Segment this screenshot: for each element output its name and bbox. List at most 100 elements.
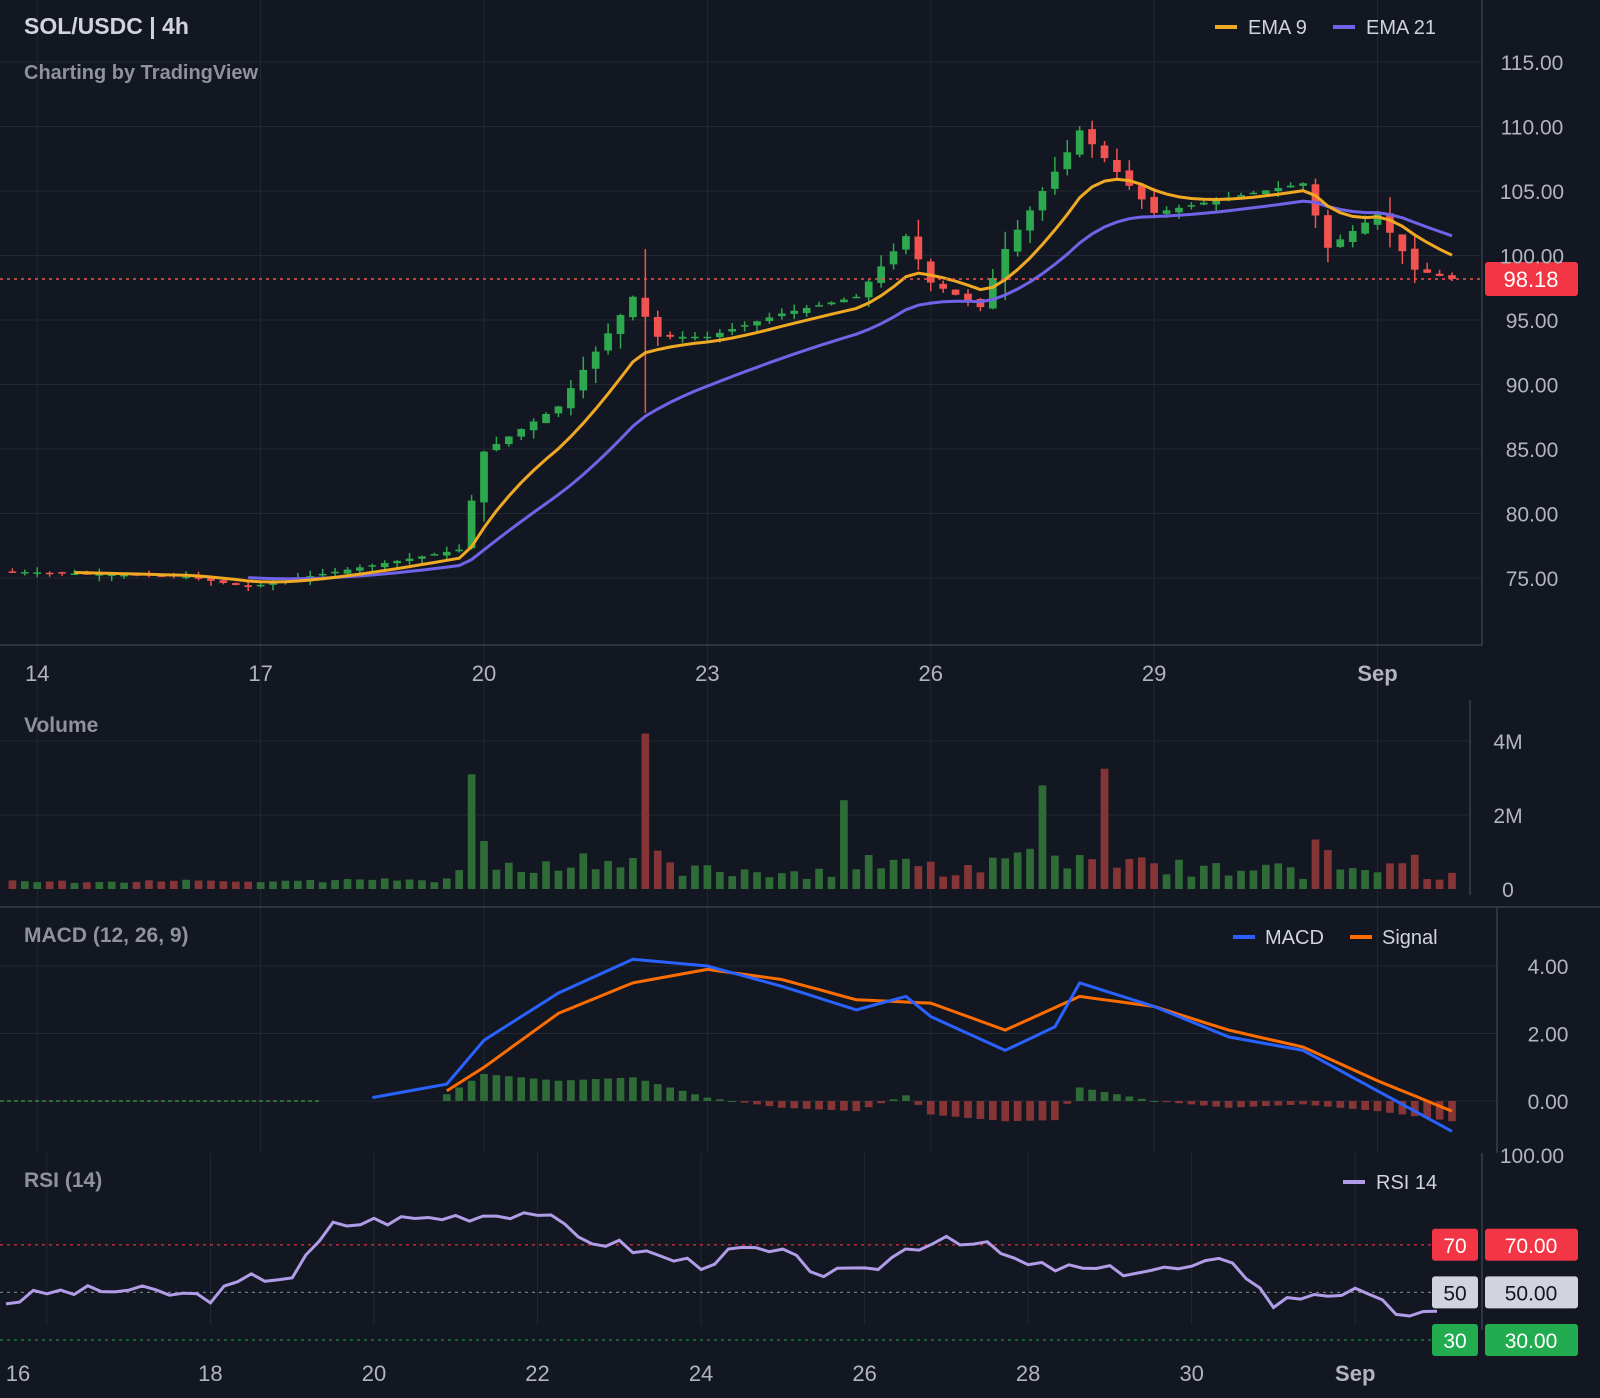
volume-bar: [579, 853, 588, 889]
candle-body: [256, 584, 265, 587]
up-candle: [20, 569, 29, 576]
time-axis-tick: 26: [919, 661, 943, 686]
candle-body: [629, 296, 637, 318]
candle-body: [45, 572, 54, 575]
price-axis-tick: 110.00: [1501, 117, 1564, 140]
volume-bar: [194, 880, 203, 889]
volume-bar: [1088, 859, 1096, 889]
macd-histogram-bar: [604, 1078, 612, 1101]
down-candle: [1100, 140, 1109, 163]
up-candle: [70, 569, 79, 576]
macd-histogram-bar: [1448, 1101, 1456, 1122]
time-axis-tick: 29: [1142, 661, 1166, 686]
macd-histogram-bar: [1299, 1101, 1307, 1105]
volume-bar: [542, 861, 550, 889]
up-candle: [1026, 206, 1034, 244]
macd-histogram-bar: [1075, 1087, 1084, 1101]
down-candle: [914, 219, 923, 271]
volume-bar: [753, 872, 761, 889]
ema-21-legend-label: EMA 21: [1366, 17, 1436, 39]
candle-body: [554, 406, 563, 414]
volume-bar: [504, 862, 513, 889]
candle-body: [58, 572, 66, 574]
volume-bar: [715, 871, 724, 889]
candle-body: [790, 310, 799, 314]
up-candle: [877, 255, 885, 288]
up-candle: [542, 412, 550, 424]
volume-bar: [641, 733, 650, 889]
volume-bar: [604, 860, 612, 889]
macd-histogram-bar: [1100, 1092, 1109, 1101]
macd-histogram-bar: [988, 1101, 997, 1121]
volume-bar: [1075, 855, 1084, 889]
up-candle: [430, 552, 439, 556]
candle-body: [1038, 191, 1047, 211]
candle-body: [1075, 130, 1084, 155]
macd-histogram-bar: [591, 1079, 600, 1101]
volume-bar: [58, 880, 66, 889]
rsi-level-label-bg: [1432, 1276, 1478, 1309]
volume-bar: [939, 876, 948, 889]
candle-body: [567, 388, 575, 409]
volume-bar: [418, 880, 426, 889]
macd-histogram-bar: [1150, 1101, 1159, 1102]
candle-body: [591, 351, 600, 369]
candle-body: [1274, 187, 1283, 192]
up-candle: [455, 544, 464, 553]
candle-body: [889, 251, 898, 265]
down-candle: [8, 568, 17, 573]
candle-body: [951, 289, 960, 295]
volume-bar: [480, 840, 488, 889]
macd-histogram-bar: [1212, 1101, 1221, 1107]
candle-body: [877, 266, 885, 283]
candle-body: [393, 560, 401, 564]
ema-9-legend-label: EMA 9: [1248, 17, 1307, 39]
rsi-level-value-bg: [1485, 1228, 1578, 1261]
up-candle: [802, 304, 811, 317]
candle-body: [8, 571, 17, 573]
volume-bar: [1286, 867, 1295, 889]
candle-body: [1150, 196, 1159, 213]
macd-histogram-bar: [1348, 1101, 1357, 1109]
macd-histogram-bar: [629, 1077, 637, 1101]
down-candle: [1398, 234, 1407, 265]
volume-bar: [269, 881, 277, 889]
volume-bar: [244, 881, 253, 889]
down-candle: [1113, 148, 1121, 180]
up-candle: [1299, 182, 1307, 190]
macd-histogram-bar: [1274, 1101, 1283, 1106]
rsi-axis-tick-top: 100.00: [1500, 1145, 1564, 1168]
macd-histogram-bar: [765, 1101, 774, 1107]
price-axis-tick: 80.00: [1506, 504, 1559, 527]
up-candle: [368, 563, 377, 573]
time-axis-tick: 23: [695, 661, 719, 686]
macd-histogram-bar: [902, 1095, 910, 1101]
candle-body: [1435, 273, 1444, 276]
rsi-level-value: 30.00: [1505, 1330, 1558, 1353]
volume-bar: [132, 881, 141, 889]
volume-bar: [1150, 863, 1159, 889]
volume-bar: [1001, 858, 1010, 889]
macd-histogram-bar: [1051, 1101, 1059, 1121]
macd-histogram-bar: [691, 1094, 699, 1101]
down-candle: [1088, 120, 1096, 158]
volume-bar: [554, 870, 563, 889]
volume-bar: [393, 880, 401, 889]
volume-bar: [306, 879, 315, 889]
volume-bar: [1299, 878, 1307, 889]
candle-body: [331, 571, 339, 574]
price-axis-tick: 115.00: [1501, 52, 1564, 75]
volume-bar: [83, 882, 91, 889]
up-candle: [604, 323, 612, 355]
candle-body: [467, 500, 476, 549]
candle-body: [1373, 214, 1382, 225]
macd-histogram-bar: [1013, 1101, 1022, 1121]
rsi-level-value-bg: [1485, 1324, 1578, 1356]
volume-bar: [790, 871, 799, 889]
macd-histogram-bar: [567, 1080, 575, 1101]
candle-body: [231, 583, 240, 585]
candle-body: [1386, 213, 1394, 233]
rsi-level-value-bg: [1485, 1276, 1578, 1309]
symbol-title[interactable]: SOL/USDC | 4h: [24, 13, 189, 39]
